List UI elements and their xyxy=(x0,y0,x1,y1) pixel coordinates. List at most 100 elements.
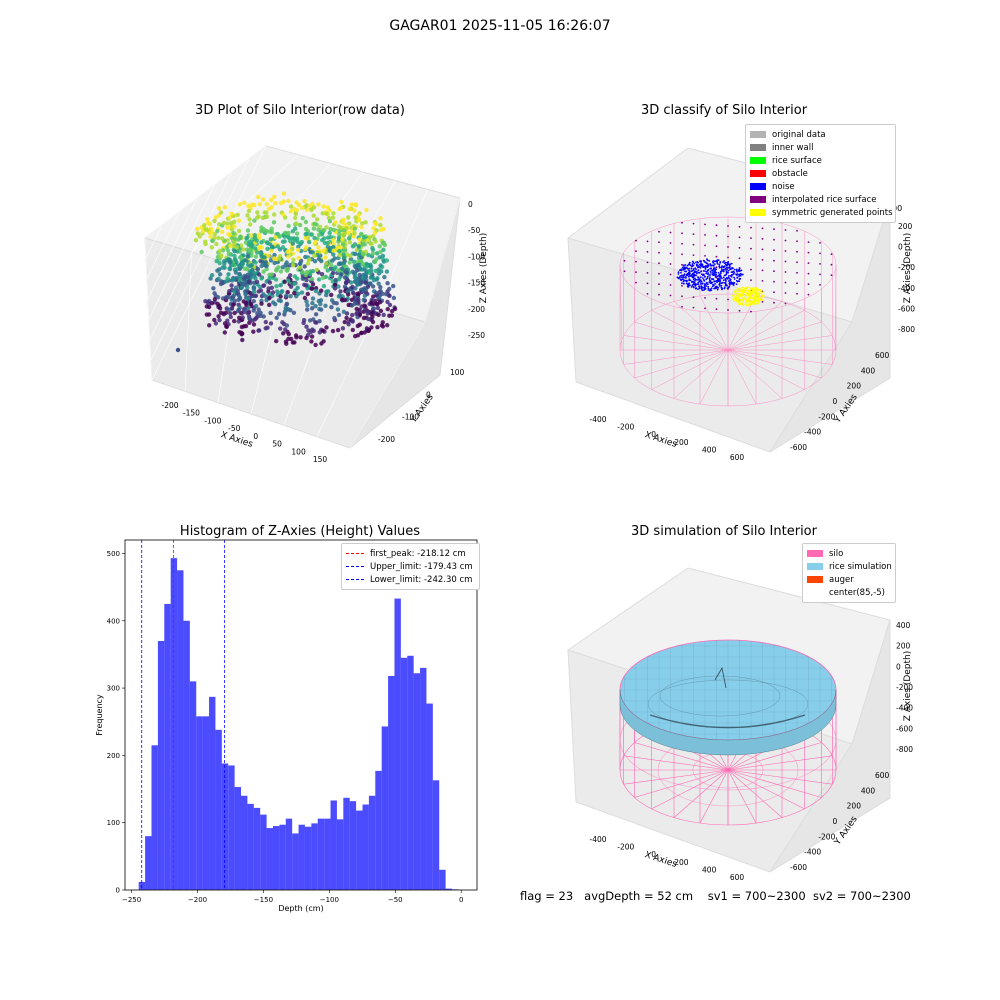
legend-item: interpolated rice surface xyxy=(750,193,891,206)
histogram-bar xyxy=(356,810,363,890)
legend-label: rice surface xyxy=(772,155,822,166)
symmetric-point xyxy=(751,301,754,304)
scatter-point xyxy=(237,330,242,335)
symmetric-point xyxy=(753,294,756,297)
interpolated-point xyxy=(669,242,672,244)
noise-point xyxy=(717,286,720,289)
raw-x-tick-label: -150 xyxy=(183,409,200,418)
simulation-x-tick-label: 600 xyxy=(730,873,745,882)
interpolated-point xyxy=(669,231,672,234)
scatter-point xyxy=(269,229,274,235)
scatter-point xyxy=(374,251,380,256)
noise-point xyxy=(693,283,696,286)
noise-point xyxy=(701,289,704,292)
y-tick-label: 400 xyxy=(107,617,120,625)
scatter-point xyxy=(239,285,244,290)
classify-y-tick-label: -200 xyxy=(818,412,835,421)
symmetric-point xyxy=(736,290,739,292)
scatter-point xyxy=(243,291,248,297)
noise-point xyxy=(716,288,719,291)
scatter-point xyxy=(373,220,378,226)
scatter-point xyxy=(333,220,338,225)
noise-point xyxy=(688,261,691,264)
scatter-point xyxy=(319,272,325,277)
interpolated-point xyxy=(807,283,810,285)
noise-point xyxy=(691,265,694,267)
noise-point xyxy=(694,274,696,277)
scatter-point xyxy=(259,276,264,281)
classify-x-tick-label: 600 xyxy=(730,453,745,462)
raw-plot-title: 3D Plot of Silo Interior(row data) xyxy=(195,103,405,118)
simulation-y-tick-label: -600 xyxy=(790,863,807,872)
scatter-point xyxy=(240,281,245,286)
symmetric-point xyxy=(748,295,751,297)
scatter-point xyxy=(373,290,379,295)
scatter-point xyxy=(338,225,344,231)
scatter-point xyxy=(344,225,349,231)
scatter-point xyxy=(337,293,343,298)
classify-3d-plot: -400 -200 0 200 400 600 600 400 200 0 -200 -400 -60… xyxy=(566,147,915,462)
scatter-point xyxy=(332,256,337,261)
grid-line xyxy=(149,172,232,340)
symmetric-point xyxy=(757,301,760,303)
classify-z-tick-label: -600 xyxy=(898,304,915,313)
wire-line xyxy=(623,769,729,785)
scatter-point xyxy=(228,243,233,248)
scatter-point xyxy=(282,279,287,284)
scatter-point xyxy=(226,272,231,277)
scatter-point xyxy=(258,259,263,264)
interpolated-point xyxy=(807,293,810,296)
scatter-point xyxy=(250,244,255,249)
noise-point xyxy=(729,265,731,268)
simulation-y-tick-label: -200 xyxy=(818,832,835,841)
scatter-point xyxy=(275,289,280,294)
histogram-bar xyxy=(426,703,433,890)
interpolated-point xyxy=(819,273,821,276)
scatter-point xyxy=(209,245,215,250)
interpolated-point xyxy=(658,272,660,275)
wire-line xyxy=(651,349,729,390)
noise-point xyxy=(699,281,702,283)
scatter-point xyxy=(205,217,210,222)
simulation-3d-plot: -400 -200 0 200 400 600 600 400 200 0 -200 -400 -60… xyxy=(566,567,913,882)
scatter-point xyxy=(251,285,256,290)
noise-point xyxy=(733,276,735,279)
interpolated-point xyxy=(796,229,798,232)
scatter-point xyxy=(345,289,350,294)
histogram-bar xyxy=(228,765,235,890)
scatter-point xyxy=(273,201,278,206)
symmetric-point xyxy=(747,296,749,299)
interpolated-point xyxy=(635,239,637,242)
scatter-point xyxy=(282,234,287,239)
noise-point xyxy=(716,259,719,262)
scatter-point xyxy=(203,239,208,244)
raw-z-tick-label: -250 xyxy=(468,331,485,340)
scatter-point xyxy=(352,231,357,236)
scatter-point xyxy=(280,320,285,325)
interpolated-point xyxy=(773,249,775,252)
noise-point xyxy=(677,273,680,275)
noise-point xyxy=(713,267,715,270)
noise-point xyxy=(690,275,693,277)
noise-point xyxy=(726,261,729,264)
symmetric-point xyxy=(755,287,757,290)
interpolated-point xyxy=(784,281,787,284)
scatter-point xyxy=(216,276,221,281)
interpolated-point xyxy=(635,271,637,273)
symmetric-point xyxy=(754,297,756,299)
histogram-bar xyxy=(407,655,414,890)
scatter-point xyxy=(331,227,336,233)
interpolated-point xyxy=(750,247,752,250)
raw-x-tick-label: 0 xyxy=(253,432,258,441)
interpolated-point xyxy=(692,306,695,309)
scatter-point xyxy=(331,267,337,272)
scatter-point xyxy=(305,303,310,308)
scatter-point xyxy=(248,301,254,307)
scatter-point xyxy=(255,250,260,255)
noise-point xyxy=(707,268,710,271)
noise-point xyxy=(736,270,738,273)
scatter-point xyxy=(249,263,254,268)
noise-point xyxy=(703,260,705,262)
interpolated-point xyxy=(669,273,672,276)
scatter-point xyxy=(229,283,234,288)
